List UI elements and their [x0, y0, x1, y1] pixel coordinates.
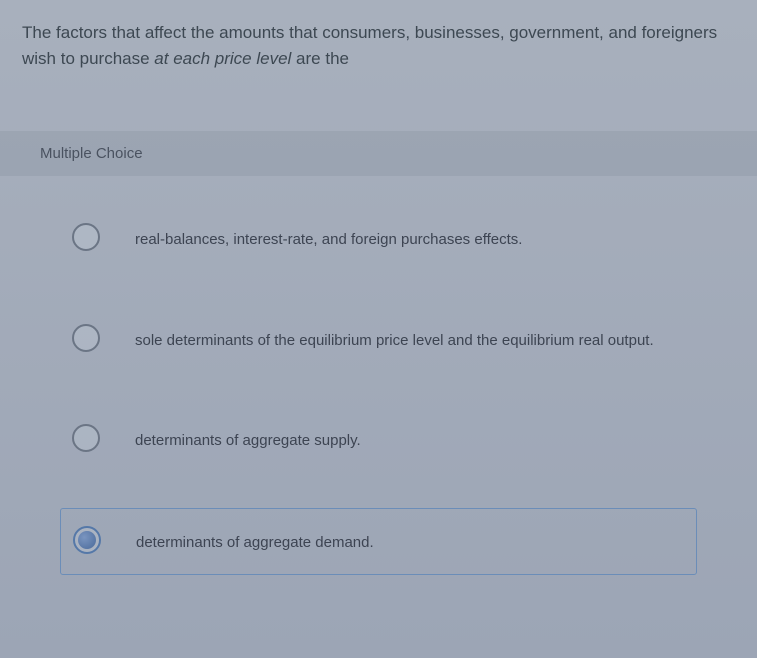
option-label: sole determinants of the equilibrium pri…: [135, 327, 654, 353]
option-1[interactable]: real-balances, interest-rate, and foreig…: [72, 226, 685, 252]
question-italic: at each price level: [154, 49, 291, 68]
question-text: The factors that affect the amounts that…: [22, 20, 735, 71]
option-label: determinants of aggregate demand.: [136, 529, 374, 555]
radio-icon: [72, 324, 100, 352]
option-4[interactable]: determinants of aggregate demand.: [60, 508, 697, 576]
radio-icon: [72, 223, 100, 251]
option-2[interactable]: sole determinants of the equilibrium pri…: [72, 327, 685, 353]
multiple-choice-header: Multiple Choice: [0, 131, 757, 176]
question-suffix: are the: [291, 49, 349, 68]
option-label: determinants of aggregate supply.: [135, 427, 361, 453]
options-container: real-balances, interest-rate, and foreig…: [22, 226, 735, 575]
radio-fill-icon: [78, 531, 96, 549]
option-label: real-balances, interest-rate, and foreig…: [135, 226, 522, 252]
question-prefix: The factors that affect the amounts that…: [22, 23, 717, 68]
radio-icon: [72, 424, 100, 452]
option-3[interactable]: determinants of aggregate supply.: [72, 427, 685, 453]
radio-icon: [73, 526, 101, 554]
mc-label: Multiple Choice: [40, 145, 143, 162]
